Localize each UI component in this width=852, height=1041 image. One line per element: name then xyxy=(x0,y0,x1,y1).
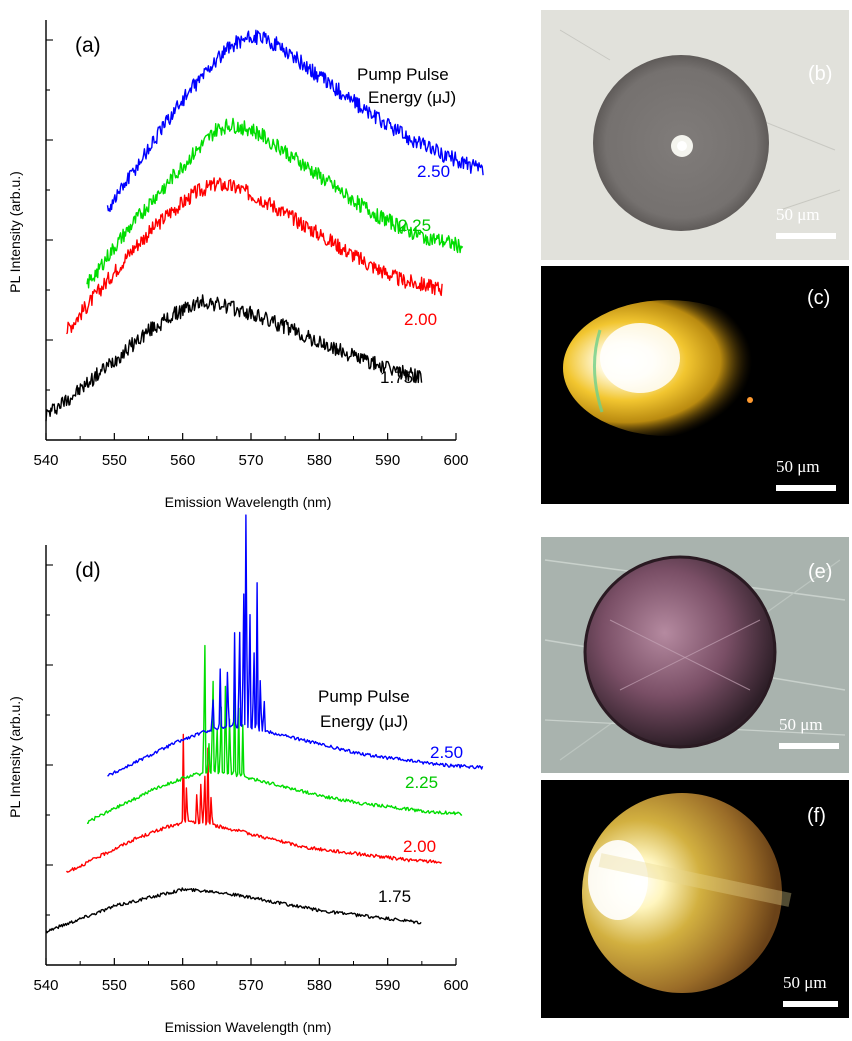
legend-title-line-1: Pump Pulse xyxy=(318,687,410,706)
photo-b-micrograph: (b) 50 μm xyxy=(541,10,849,260)
glowing-microsphere xyxy=(582,793,782,993)
photo-e-micrograph: (e) 50 μm xyxy=(541,537,849,773)
series-label: 2.25 xyxy=(405,773,438,792)
panel-d-chart: 540 550 560 570 580 590 600 1.75 2.00 2.25 2.50 (… xyxy=(7,514,484,1035)
x-tick-label: 550 xyxy=(102,452,127,469)
legend-title-line-2: Energy (μJ) xyxy=(320,712,408,731)
series-label: 2.50 xyxy=(430,743,463,762)
x-tick-label: 570 xyxy=(238,452,263,469)
series-line-2.50 xyxy=(106,29,484,213)
x-tick-label: 540 xyxy=(33,977,58,994)
panel-label: (a) xyxy=(75,34,101,57)
scale-bar-label: 50 μm xyxy=(776,205,820,224)
legend-title-line-1: Pump Pulse xyxy=(357,65,449,84)
x-tick-label: 590 xyxy=(375,452,400,469)
series-line-2.25 xyxy=(86,644,463,824)
photo-label: (f) xyxy=(807,805,826,827)
x-tick-label: 590 xyxy=(375,977,400,994)
series-line-2.00 xyxy=(65,177,443,335)
x-tick-label: 560 xyxy=(170,977,195,994)
x-tick-label: 560 xyxy=(170,452,195,469)
scale-bar xyxy=(783,1001,838,1007)
scale-bar-label: 50 μm xyxy=(783,973,827,992)
scale-bar xyxy=(776,485,836,491)
scale-bar xyxy=(776,233,836,239)
panel-a-chart: 540 550 560 570 580 590 600 1.75 2.00 2.25 2.50 (… xyxy=(7,20,484,510)
series-line-2.00 xyxy=(65,733,443,873)
x-tick-label: 550 xyxy=(102,977,127,994)
x-tick-label: 540 xyxy=(33,452,58,469)
series-label: 2.00 xyxy=(403,837,436,856)
y-axis-label: PL Intensity (arb.u.) xyxy=(7,696,23,818)
photo-label: (b) xyxy=(808,63,832,85)
x-tick-label: 570 xyxy=(238,977,263,994)
scale-bar-label: 50 μm xyxy=(776,457,820,476)
legend-title-line-2: Energy (μJ) xyxy=(368,88,456,107)
series-line-1.75 xyxy=(45,887,422,934)
scale-bar xyxy=(779,743,839,749)
photo-label: (c) xyxy=(807,287,830,309)
x-tick-label: 600 xyxy=(443,452,468,469)
series-label: 2.25 xyxy=(398,216,431,235)
series-label: 2.00 xyxy=(404,310,437,329)
microsphere xyxy=(585,557,775,747)
y-axis-label: PL Intensity (arb.u.) xyxy=(7,171,23,293)
scale-bar-label: 50 μm xyxy=(779,715,823,734)
x-tick-label: 580 xyxy=(307,977,332,994)
x-axis-label: Emission Wavelength (nm) xyxy=(165,1019,332,1035)
series-line-1.75 xyxy=(45,294,423,422)
panel-label: (d) xyxy=(75,559,101,582)
x-tick-label: 600 xyxy=(443,977,468,994)
series-label: 2.50 xyxy=(417,162,450,181)
x-tick-label: 580 xyxy=(307,452,332,469)
series-label: 1.75 xyxy=(378,887,411,906)
x-axis-label: Emission Wavelength (nm) xyxy=(165,494,332,510)
series-line-2.50 xyxy=(107,514,484,777)
photo-c-emission-image: (c) 50 μm xyxy=(541,266,849,504)
photo-label: (e) xyxy=(808,561,832,583)
series-label: 1.75 xyxy=(380,368,413,387)
photo-f-emission-image: (f) 50 μm xyxy=(541,780,849,1018)
series-line-2.25 xyxy=(86,117,464,289)
